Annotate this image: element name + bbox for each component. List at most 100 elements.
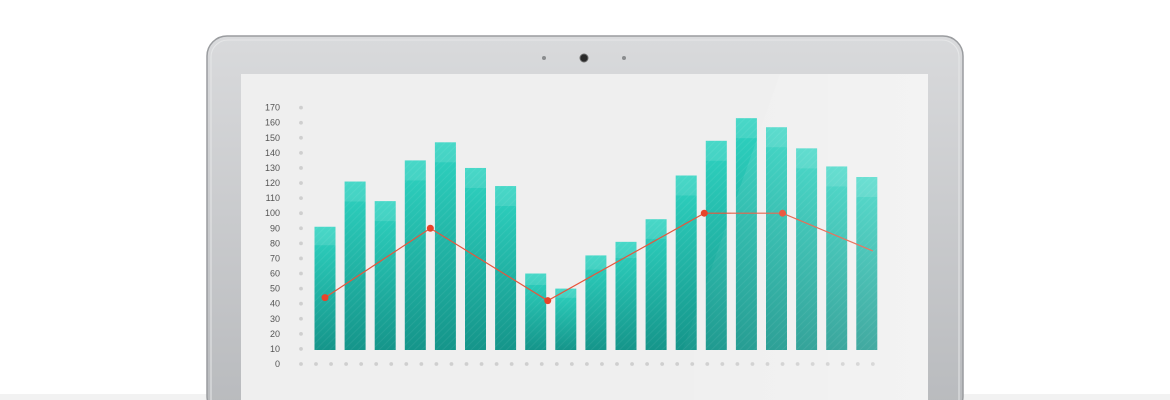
bar-texture: [675, 175, 697, 350]
y-tick-label: 20: [270, 329, 280, 339]
bar-highlight: [675, 175, 697, 196]
laptop-bezel-inner: [210, 39, 960, 400]
bar-texture: [465, 167, 486, 350]
grid-dot: [359, 362, 364, 366]
bar-highlight: [374, 201, 396, 222]
bar-texture: [495, 186, 517, 350]
grid-dot: [314, 362, 318, 366]
grid-dot: [585, 362, 589, 366]
sensor-right: [622, 56, 626, 60]
chart: 0 10 20 30 40 50 60 70 80 90 100 110 120 130 140 150 160…: [265, 103, 878, 369]
y-tick-label: 60: [270, 269, 280, 279]
y-tick-label: 30: [270, 314, 280, 324]
bar-highlight: [615, 241, 637, 259]
grid-dot: [299, 362, 303, 366]
grid-dot: [419, 362, 424, 366]
bar-series: [314, 118, 878, 350]
grid-dot: [464, 362, 469, 366]
y-tick-label: 90: [270, 223, 280, 233]
bar-highlight: [555, 288, 577, 298]
bar-highlight: [735, 118, 757, 139]
grid-dot: [449, 362, 454, 366]
grid-dot: [404, 362, 409, 366]
grid-dot: [509, 362, 514, 366]
grid-dot: [524, 362, 529, 366]
y-axis: 0 10 20 30 40 50 60 70 80 90 100 110 120 130 140 150 160…: [265, 103, 280, 369]
grid-dot: [615, 362, 619, 366]
line-point: [700, 209, 708, 217]
grid-dot: [299, 226, 303, 231]
bar-highlight: [525, 273, 547, 285]
grid-dot: [299, 271, 303, 276]
y-tick-label: 130: [265, 163, 280, 173]
y-tick-label: 110: [266, 193, 280, 203]
bar-texture: [314, 226, 336, 350]
y-tick-label: 70: [270, 253, 280, 263]
grid-dot: [660, 362, 665, 366]
y-tick-label: 120: [265, 178, 280, 188]
bar-highlight: [404, 160, 426, 181]
screen-glare: [664, 74, 928, 400]
grid-dot: [374, 362, 379, 366]
bar-texture: [525, 273, 547, 350]
grid-dot: [299, 301, 303, 306]
grid-dot: [299, 286, 303, 291]
bar-texture: [344, 181, 366, 350]
bar-highlight: [314, 226, 336, 246]
grid-dot: [344, 362, 348, 366]
y-tick-label: 50: [270, 284, 280, 294]
grid-dot: [539, 362, 544, 366]
grid-dot: [299, 105, 303, 110]
line-point: [544, 297, 552, 305]
grid-dot: [299, 120, 303, 125]
grid-dot: [600, 362, 604, 366]
y-tick-label: 80: [270, 238, 280, 248]
bar-texture: [555, 288, 577, 350]
line-point: [321, 294, 329, 302]
bar-texture: [404, 160, 426, 350]
y-tick-label: 0: [275, 359, 280, 369]
grid-dot: [569, 362, 574, 366]
bar-highlight: [645, 219, 667, 239]
grid-dot: [299, 347, 303, 351]
y-tick-label: 10: [270, 344, 280, 354]
bar-texture: [615, 241, 637, 350]
grid-dot: [299, 181, 303, 185]
grid-dot: [299, 150, 303, 155]
y-tick-label: 170: [265, 103, 280, 113]
grid-dot: [434, 362, 439, 366]
bar-highlight: [705, 140, 727, 161]
grid-dot: [299, 316, 303, 321]
bar-highlight: [585, 255, 607, 270]
bar-texture: [645, 219, 667, 350]
grid-dot: [299, 196, 303, 201]
bar-texture: [434, 142, 456, 350]
y-tick-label: 150: [265, 133, 280, 143]
y-tick-label: 140: [265, 148, 280, 158]
bar-highlight: [465, 167, 486, 188]
grid-dot: [299, 241, 303, 246]
line-point: [426, 224, 434, 232]
grid-dot: [299, 211, 303, 216]
grid-dot: [645, 362, 649, 366]
bar-texture: [585, 255, 607, 350]
bar-highlight: [495, 186, 517, 207]
grid-dot: [554, 362, 559, 366]
grid-dot: [299, 135, 303, 140]
bar-highlight: [434, 142, 456, 163]
grid-dot: [299, 166, 303, 170]
y-tick-label: 100: [265, 208, 280, 218]
webcam-icon: [579, 53, 589, 63]
grid-dot: [494, 362, 499, 366]
grid-dot: [299, 256, 303, 261]
grid-dot: [479, 362, 484, 366]
y-tick-label: 40: [270, 299, 280, 309]
bar-texture: [374, 201, 396, 350]
grid-dot: [329, 362, 333, 366]
y-tick-label: 160: [265, 118, 280, 128]
grid-dot: [630, 362, 634, 366]
grid-dot: [389, 362, 394, 366]
bar-highlight: [344, 181, 366, 202]
sensor-left: [542, 56, 546, 60]
